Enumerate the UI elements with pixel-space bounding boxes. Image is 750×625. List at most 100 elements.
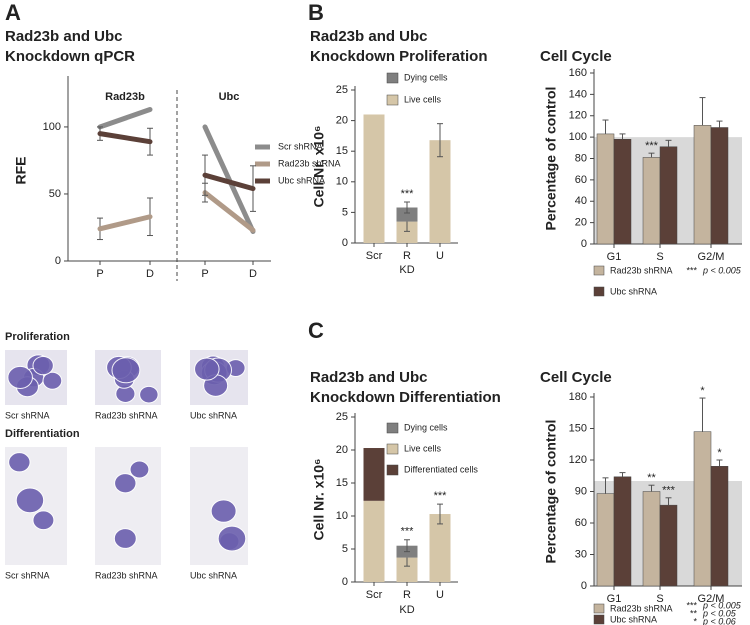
bar-segment (363, 114, 385, 243)
y-tick-label: 140 (569, 88, 587, 100)
cell (194, 357, 220, 381)
bar (613, 139, 632, 245)
series-line (97, 131, 256, 192)
cell (129, 460, 150, 479)
y-axis-label: Percentage of control (543, 420, 559, 564)
bar (596, 133, 615, 245)
section-title: Differentiation (5, 428, 80, 440)
cell (42, 371, 63, 390)
legend-label: Scr shRNA (278, 141, 323, 151)
x-tick-label: P (201, 268, 208, 280)
y-tick-label: 60 (575, 174, 587, 186)
note-text: p < 0.005 (702, 265, 742, 275)
chart-title: Cell Cycle (540, 48, 612, 65)
group-label: Rad23b (105, 91, 145, 103)
cell (210, 499, 237, 523)
chart-title: Rad23b and Ubc (310, 369, 428, 386)
bar-segment (429, 514, 451, 582)
y-tick-label: 50 (49, 188, 61, 200)
significance: *** (401, 188, 415, 200)
x-tick-label: U (436, 250, 444, 262)
x-axis-label: KD (399, 264, 414, 276)
panel-label: B (308, 0, 324, 25)
section-title: Proliferation (5, 331, 70, 343)
significance: *** (645, 140, 659, 152)
x-tick-label: Scr (366, 589, 383, 601)
y-tick-label: 30 (575, 548, 587, 560)
micrograph-caption: Ubc shRNA (190, 410, 237, 420)
cell (139, 385, 159, 404)
significance: *** (662, 485, 676, 497)
x-tick-label: P (96, 268, 103, 280)
panel-label: C (308, 318, 324, 343)
significance: ** (647, 472, 656, 484)
micrograph-caption: Rad23b shRNA (95, 410, 158, 420)
y-tick-label: 60 (575, 517, 587, 529)
legend-swatch (386, 443, 399, 455)
bar (642, 157, 661, 245)
legend-label: Dying cells (404, 422, 448, 432)
y-tick-label: 20 (336, 115, 348, 127)
x-tick-label: R (403, 250, 411, 262)
legend-label: Differentiated cells (404, 464, 478, 474)
y-tick-label: 120 (569, 110, 587, 122)
y-tick-label: 160 (569, 67, 587, 79)
note-stars: *** (686, 600, 697, 610)
x-tick-label: G2/M (698, 251, 725, 263)
legend-label: Ubc shRNA (610, 286, 657, 296)
legend-label: Ubc shRNA (278, 175, 325, 185)
micrograph-caption: Ubc shRNA (190, 570, 237, 580)
x-tick-label: R (403, 589, 411, 601)
chart-title: Knockdown Differentiation (310, 389, 501, 406)
series-line (97, 106, 256, 235)
x-tick-label: D (249, 268, 257, 280)
chart-title: Rad23b and Ubc (310, 28, 428, 45)
y-tick-label: 20 (336, 444, 348, 456)
cell (7, 365, 33, 390)
bar (659, 146, 678, 245)
y-tick-label: 80 (575, 152, 587, 164)
cell (217, 525, 247, 552)
y-tick-label: 180 (569, 391, 587, 403)
legend-swatch (386, 72, 399, 84)
cell (113, 528, 137, 549)
cell (15, 487, 45, 514)
x-tick-label: Scr (366, 250, 383, 262)
cell (114, 473, 137, 494)
y-axis-label: Percentage of control (543, 87, 559, 231)
bar (693, 431, 712, 587)
note-text: p < 0.06 (702, 616, 736, 625)
y-axis-label: Cell Nr. x10⁶ (311, 459, 327, 541)
legend-label: Dying cells (404, 72, 448, 82)
bar (596, 493, 615, 587)
bar (710, 466, 729, 587)
x-tick-label: G2/M (698, 593, 725, 605)
legend-swatch (386, 422, 399, 434)
note-stars: ** (690, 608, 698, 618)
group-label: Ubc (219, 91, 240, 103)
y-tick-label: 0 (342, 576, 348, 588)
bar-segment (396, 221, 418, 243)
y-tick-label: 25 (336, 84, 348, 96)
y-tick-label: 0 (342, 237, 348, 249)
bar-segment (396, 207, 418, 222)
panel-label: A (5, 0, 21, 25)
legend-label: Rad23b shRNA (610, 603, 673, 613)
y-tick-label: 20 (575, 217, 587, 229)
legend-swatch (593, 614, 605, 625)
x-tick-label: D (146, 268, 154, 280)
x-tick-label: G1 (607, 593, 622, 605)
significance: *** (401, 526, 415, 538)
y-tick-label: 25 (336, 411, 348, 423)
bar (613, 476, 632, 587)
x-tick-label: G1 (607, 251, 622, 263)
y-tick-label: 100 (569, 131, 587, 143)
note-stars: * (693, 616, 697, 625)
note-text: p < 0.005 (702, 600, 742, 610)
cell (32, 355, 54, 376)
y-tick-label: 100 (43, 121, 61, 133)
y-tick-label: 10 (336, 510, 348, 522)
bar (659, 504, 678, 587)
y-tick-label: 0 (581, 580, 587, 592)
note-stars: *** (686, 265, 697, 275)
